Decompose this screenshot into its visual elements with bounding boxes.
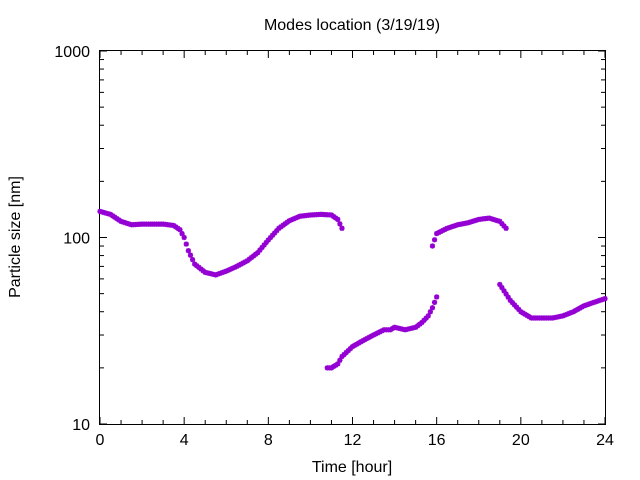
data-point bbox=[339, 353, 345, 360]
data-point bbox=[507, 297, 513, 303]
data-point bbox=[343, 349, 349, 356]
x-tick-label: 16 bbox=[428, 432, 446, 449]
plot-frame bbox=[99, 50, 606, 425]
data-point bbox=[339, 225, 345, 231]
x-tick-label: 12 bbox=[344, 432, 362, 449]
data-point bbox=[421, 317, 427, 323]
axes: 0 4 8 12 16 20 24 10 100 1000 bbox=[54, 44, 614, 449]
data-point bbox=[499, 285, 505, 291]
data-point bbox=[497, 218, 503, 224]
data-point bbox=[423, 315, 429, 321]
x-axis-label: Time [hour] bbox=[312, 459, 392, 476]
data-point bbox=[261, 242, 267, 248]
data-point bbox=[337, 221, 343, 227]
data-point bbox=[566, 310, 572, 316]
y-axis-label: Particle size [nm] bbox=[7, 176, 24, 298]
data-point bbox=[425, 313, 431, 319]
data-point bbox=[179, 231, 185, 237]
data-point bbox=[419, 319, 425, 326]
data-point bbox=[335, 361, 341, 367]
data-point bbox=[514, 304, 520, 310]
data-point bbox=[345, 347, 351, 354]
data-point bbox=[223, 268, 229, 274]
data-point bbox=[267, 235, 274, 241]
data-point bbox=[183, 241, 189, 247]
data-point bbox=[288, 217, 295, 223]
data-point bbox=[185, 248, 191, 254]
data-point bbox=[568, 309, 574, 316]
data-point bbox=[232, 264, 238, 270]
y-tick-label: 1000 bbox=[54, 44, 90, 61]
data-point bbox=[347, 345, 353, 352]
data-point bbox=[499, 221, 505, 227]
data-point bbox=[429, 305, 436, 311]
data-point bbox=[564, 311, 570, 317]
data-point bbox=[434, 294, 440, 300]
data-point bbox=[335, 216, 341, 223]
data-point bbox=[602, 296, 608, 302]
data-point bbox=[497, 281, 503, 288]
chart-title: Modes location (3/19/19) bbox=[264, 17, 440, 34]
y-tick-label: 100 bbox=[63, 231, 90, 248]
data-points bbox=[97, 208, 608, 371]
data-point bbox=[431, 299, 438, 305]
data-point bbox=[274, 228, 280, 234]
data-point bbox=[516, 306, 522, 313]
x-tick-label: 4 bbox=[180, 432, 189, 449]
data-point bbox=[229, 265, 236, 271]
data-point bbox=[295, 214, 301, 220]
data-point bbox=[429, 243, 436, 249]
data-point bbox=[189, 257, 196, 263]
data-point bbox=[511, 302, 518, 308]
data-point bbox=[257, 247, 263, 253]
data-point bbox=[286, 218, 292, 224]
data-point bbox=[427, 309, 433, 315]
data-point bbox=[269, 232, 276, 238]
data-point bbox=[501, 288, 507, 294]
data-point bbox=[227, 266, 234, 272]
x-tick-label: 24 bbox=[596, 432, 614, 449]
data-point bbox=[272, 230, 278, 236]
data-point bbox=[562, 312, 568, 318]
data-point bbox=[181, 234, 187, 241]
data-point bbox=[187, 252, 194, 258]
data-point bbox=[255, 249, 261, 256]
x-tick-label: 8 bbox=[264, 432, 273, 449]
data-point bbox=[177, 227, 183, 233]
y-tick-label: 10 bbox=[72, 417, 90, 434]
data-point bbox=[293, 215, 299, 221]
x-tick-label: 20 bbox=[512, 432, 530, 449]
data-point bbox=[560, 313, 566, 319]
data-point bbox=[509, 300, 516, 306]
x-tick-label: 0 bbox=[96, 432, 105, 449]
data-point bbox=[225, 267, 231, 273]
data-point bbox=[503, 225, 509, 231]
data-point bbox=[501, 223, 507, 229]
data-point bbox=[265, 237, 271, 243]
data-point bbox=[337, 357, 343, 363]
data-point bbox=[259, 244, 265, 251]
data-point bbox=[505, 294, 511, 300]
data-point bbox=[341, 351, 347, 358]
data-point bbox=[263, 239, 269, 246]
data-point bbox=[503, 291, 509, 297]
data-point bbox=[431, 237, 438, 243]
data-point bbox=[290, 216, 297, 222]
